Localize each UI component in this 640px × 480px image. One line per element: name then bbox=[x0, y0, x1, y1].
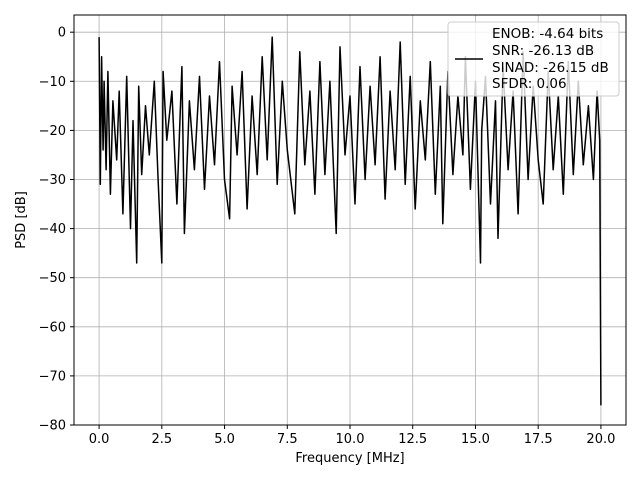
legend: ENOB: -4.64 bits SNR: -26.13 dB SINAD: -… bbox=[447, 21, 620, 97]
y-tick-label: 0 bbox=[58, 26, 66, 41]
x-tick-label: 5.0 bbox=[214, 432, 235, 447]
psd-series-line bbox=[98, 36, 602, 406]
y-tick-label: −10 bbox=[39, 75, 66, 90]
legend-box bbox=[447, 21, 620, 97]
x-tick-label: 2.5 bbox=[151, 432, 172, 447]
x-axis-label: Frequency [MHz] bbox=[295, 451, 404, 466]
x-tick-label: 7.5 bbox=[277, 432, 298, 447]
y-axis-label: PSD [dB] bbox=[14, 191, 29, 249]
y-tick-label: −30 bbox=[39, 173, 66, 188]
x-tick-label: 0.0 bbox=[89, 432, 110, 447]
x-tick-label: 12.5 bbox=[398, 432, 427, 447]
legend-line-sinad: SINAD: -26.15 dB bbox=[492, 60, 609, 76]
x-tick-label: 20.0 bbox=[586, 432, 615, 447]
y-tick-label: −60 bbox=[39, 320, 66, 335]
legend-line-enob: ENOB: -4.64 bits bbox=[492, 26, 603, 42]
legend-line-sfdr: SFDR: 0.06 bbox=[492, 76, 567, 92]
y-tick-label: −70 bbox=[39, 369, 66, 384]
x-axis-ticks: 0.0 2.5 5.0 7.5 10.0 12.5 15.0 17.5 20.0 bbox=[89, 425, 615, 447]
y-tick-label: −20 bbox=[39, 124, 66, 139]
y-axis-ticks: 0 −10 −20 −30 −40 −50 −60 −70 −80 bbox=[39, 26, 74, 434]
series-layer bbox=[98, 36, 602, 406]
y-tick-label: −80 bbox=[39, 419, 66, 434]
y-tick-label: −40 bbox=[39, 222, 66, 237]
x-tick-label: 15.0 bbox=[461, 432, 490, 447]
legend-line-snr: SNR: -26.13 dB bbox=[492, 43, 594, 59]
x-tick-label: 17.5 bbox=[524, 432, 553, 447]
x-tick-label: 10.0 bbox=[336, 432, 365, 447]
y-tick-label: −50 bbox=[39, 271, 66, 286]
